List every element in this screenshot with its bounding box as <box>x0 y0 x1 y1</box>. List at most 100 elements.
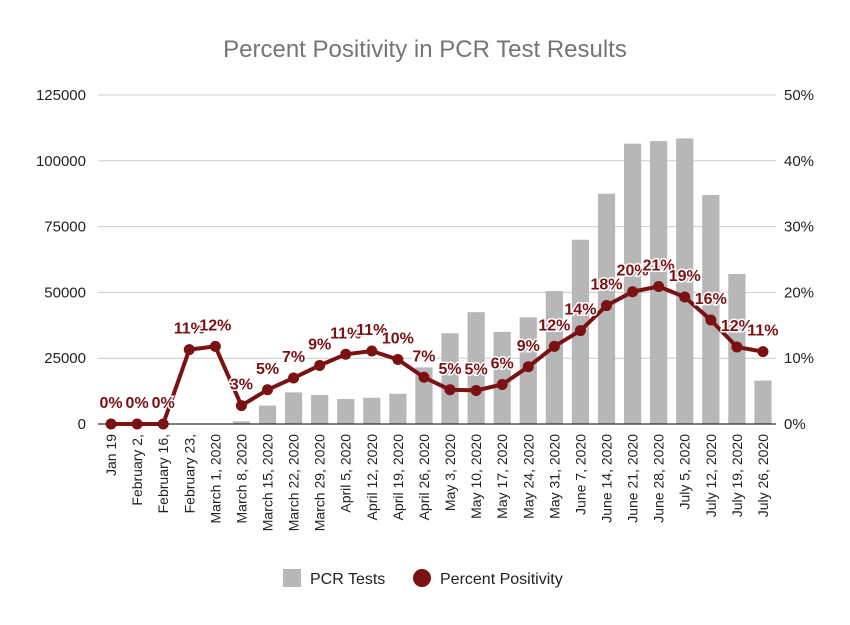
positivity-point <box>731 341 743 353</box>
bar-pcr-tests <box>545 291 563 424</box>
bar-pcr-tests <box>232 421 251 424</box>
positivity-data-label: 7% <box>282 349 305 366</box>
positivity-point <box>366 345 378 357</box>
positivity-point <box>627 286 639 298</box>
y-right-tick-label: 40% <box>784 153 814 170</box>
positivity-data-label: 11% <box>174 321 205 338</box>
positivity-point <box>574 325 586 337</box>
legend-label-percent-positivity: Percent Positivity <box>440 571 563 588</box>
positivity-data-label: 9% <box>517 338 540 355</box>
bar-pcr-tests <box>493 331 511 424</box>
positivity-point <box>705 314 717 326</box>
bar-pcr-tests <box>258 405 277 424</box>
bar-pcr-tests <box>284 392 303 424</box>
x-tick-label: July 26, 2020 <box>755 434 771 517</box>
positivity-point <box>444 384 456 396</box>
x-tick-label: April 12, 2020 <box>364 434 380 521</box>
y-right-tick-label: 0% <box>784 416 806 433</box>
positivity-data-label: 14% <box>564 302 596 319</box>
positivity-data-label: 5% <box>256 361 279 378</box>
x-tick-label: February 23, <box>181 434 197 513</box>
positivity-point <box>209 340 221 352</box>
bar-pcr-tests <box>467 312 485 424</box>
positivity-data-label: 0% <box>126 395 149 412</box>
y-left-tick-label: 125000 <box>36 87 86 104</box>
bar-pcr-tests <box>702 195 720 424</box>
positivity-data-label: 11% <box>330 325 361 342</box>
positivity-data-label: 21% <box>643 257 675 274</box>
positivity-data-label: 7% <box>412 348 435 365</box>
y-right-tick-label: 50% <box>784 87 814 104</box>
legend-label-pcr-tests: PCR Tests <box>310 571 385 588</box>
positivity-point <box>757 346 769 358</box>
positivity-point <box>418 371 430 383</box>
x-tick-label: July 19, 2020 <box>729 434 745 517</box>
bar-pcr-tests <box>676 138 694 425</box>
x-axis-tick-labels: Jan 19 February 2, February 16, February 23… <box>103 434 771 532</box>
positivity-point <box>470 384 482 396</box>
bar-pcr-tests <box>389 393 407 424</box>
line-series-percent-positivity <box>105 280 769 430</box>
x-tick-label: June 21, 2020 <box>625 434 641 523</box>
positivity-data-label: 16% <box>695 291 727 308</box>
y-right-tick-label: 20% <box>784 284 814 301</box>
y-left-tick-label: 75000 <box>44 219 86 236</box>
positivity-data-label: 5% <box>465 361 488 378</box>
positivity-data-label: 6% <box>491 356 514 373</box>
positivity-point <box>548 340 560 352</box>
y-right-tick-label: 10% <box>784 350 814 367</box>
x-tick-label: June 14, 2020 <box>599 434 615 523</box>
x-tick-label: March 29, 2020 <box>312 434 328 531</box>
x-tick-label: March 8, 2020 <box>233 434 249 524</box>
chart-title: Percent Positivity in PCR Test Results <box>223 36 627 63</box>
positivity-point <box>653 280 665 292</box>
positivity-point <box>183 344 195 356</box>
positivity-point <box>131 418 143 430</box>
positivity-point <box>496 379 508 391</box>
positivity-point <box>679 291 691 303</box>
positivity-point <box>392 354 404 366</box>
y-left-tick-label: 50000 <box>44 284 86 301</box>
positivity-data-label: 0% <box>99 395 122 412</box>
positivity-point <box>157 418 169 430</box>
x-tick-label: May 24, 2020 <box>520 434 536 519</box>
positivity-point <box>105 418 117 430</box>
positivity-point <box>262 384 273 396</box>
positivity-point <box>522 361 534 373</box>
positivity-data-label: 20% <box>617 263 649 280</box>
x-tick-label: April 5, 2020 <box>338 434 354 513</box>
positivity-data-label: 18% <box>590 277 622 294</box>
legend-swatch-pcr-tests <box>283 569 301 587</box>
x-tick-label: May 31, 2020 <box>546 434 562 519</box>
positivity-point <box>314 359 326 371</box>
y-left-tick-label: 25000 <box>44 350 86 367</box>
bar-pcr-tests <box>623 143 642 424</box>
positivity-data-label: 11% <box>356 322 387 339</box>
x-tick-label: June 7, 2020 <box>572 434 588 515</box>
positivity-data-label: 9% <box>308 336 331 353</box>
legend-swatch-percent-positivity <box>413 569 431 587</box>
positivity-data-label: 12% <box>199 317 231 334</box>
y-left-tick-label: 100000 <box>36 153 86 170</box>
positivity-data-label: 5% <box>438 361 461 378</box>
x-tick-label: June 28, 2020 <box>651 434 667 523</box>
x-tick-label: March 22, 2020 <box>286 434 302 531</box>
data-labels: 0% 0% 0%11%12%3%5%7%9%11%11%10%7%5% 5% 6%9%1… <box>98 256 780 414</box>
bar-pcr-tests <box>311 395 329 424</box>
x-tick-label: February 16, <box>155 434 171 513</box>
positivity-data-label: 11% <box>747 323 778 340</box>
positivity-data-label: 0% <box>152 395 175 412</box>
x-tick-label: April 26, 2020 <box>416 434 432 521</box>
positivity-data-label: 10% <box>382 331 414 348</box>
positivity-data-label: 12% <box>538 317 570 334</box>
y-left-tick-label: 0 <box>78 416 86 433</box>
y-right-tick-label: 30% <box>784 219 814 236</box>
positivity-data-label: 19% <box>669 268 701 285</box>
bar-pcr-tests <box>754 380 772 424</box>
x-tick-label: May 10, 2020 <box>468 434 484 519</box>
x-tick-label: July 5, 2020 <box>677 434 693 510</box>
x-tick-label: May 17, 2020 <box>494 434 510 519</box>
positivity-point <box>601 300 612 312</box>
